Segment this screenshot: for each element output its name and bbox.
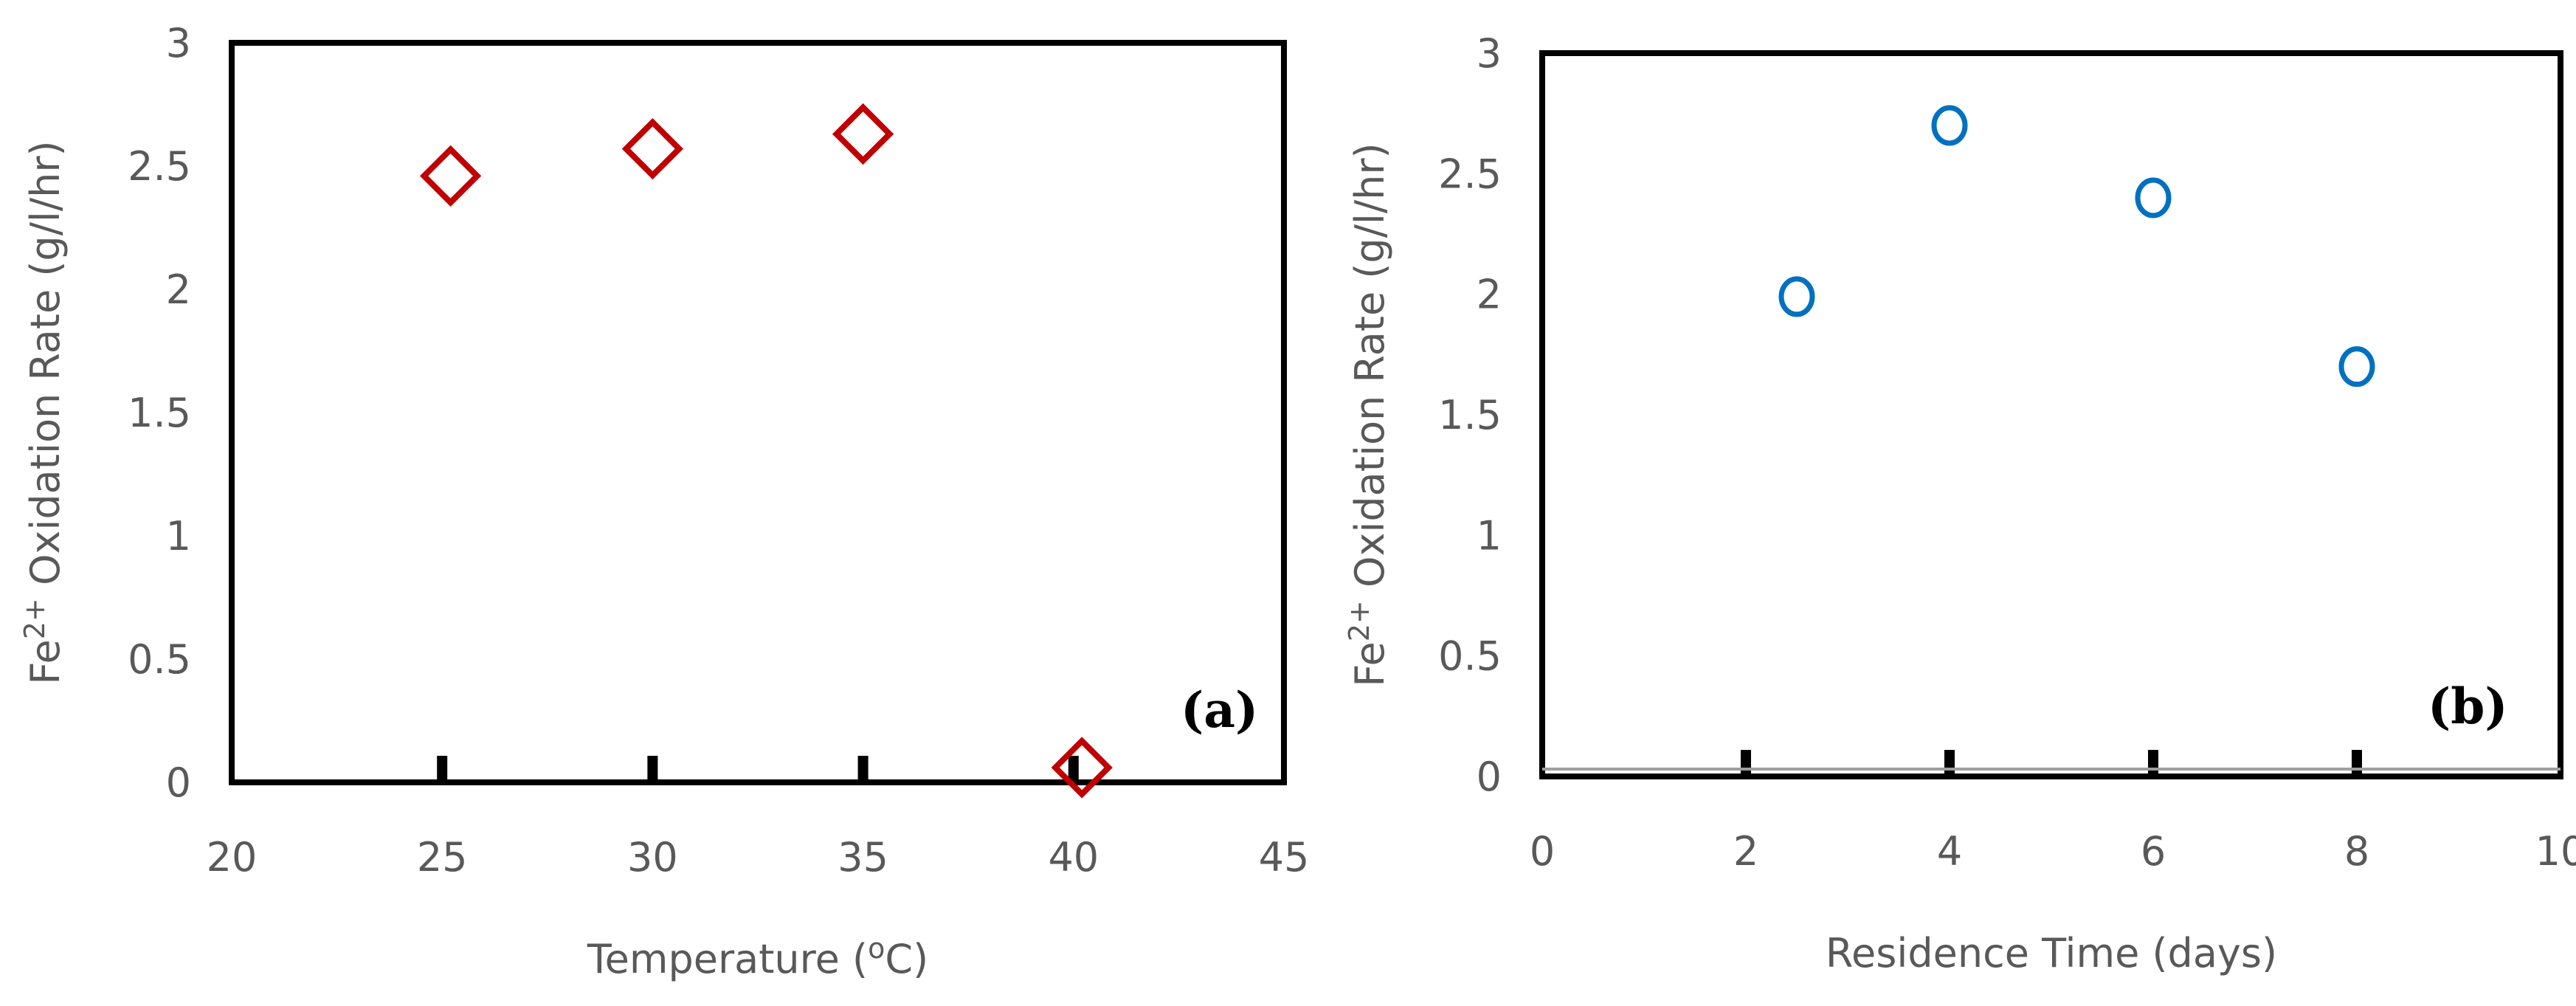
- plot-frame-b: [1539, 50, 2563, 779]
- data-point-diamond: [621, 117, 684, 180]
- x-axis-title: Temperature (oC): [587, 932, 928, 982]
- data-point-circle: [2135, 177, 2172, 218]
- y-axis-title-end: Oxidation Rate (g/l/hr): [22, 140, 69, 598]
- x-tick-label: 20: [207, 834, 258, 881]
- data-point-diamond: [1051, 737, 1113, 799]
- data-point-circle: [1931, 105, 1968, 146]
- y-tick-label: 2: [166, 266, 191, 313]
- x-tick-label: 10: [2535, 828, 2576, 875]
- x-axis-title: Residence Time (days): [1826, 930, 2277, 976]
- x-tick-label: 2: [1733, 828, 1758, 875]
- y-tick-label: 0.5: [128, 636, 191, 683]
- y-tick-label: 1: [166, 513, 191, 559]
- x-axis-title-main: Residence Time (days): [1826, 930, 2277, 976]
- plot-frame-a: [229, 40, 1287, 785]
- x-tick-label: 8: [2344, 828, 2369, 875]
- y-tick-label: 0: [1477, 754, 1502, 800]
- y-tick-label: 0: [166, 759, 191, 806]
- y-axis-title: Fe2+ Oxidation Rate (g/l/hr): [1343, 142, 1393, 686]
- y-tick-label: 2.5: [128, 143, 191, 190]
- x-tick-mark: [2352, 750, 2362, 776]
- y-tick-label: 1.5: [1438, 392, 1502, 438]
- y-tick-label: 1: [1477, 512, 1502, 559]
- data-point-diamond: [832, 103, 894, 165]
- x-tick-label: 0: [1530, 828, 1555, 875]
- y-axis-title-sup: 2+: [1343, 600, 1375, 641]
- x-tick-mark: [2148, 750, 2158, 776]
- x-tick-mark: [1068, 756, 1079, 782]
- y-axis-title-sup: 2+: [18, 598, 51, 639]
- x-tick-mark: [647, 756, 658, 782]
- x-tick-label: 40: [1048, 834, 1099, 881]
- panel-label-b: (b): [2428, 678, 2508, 735]
- x-axis-title-end: C): [885, 936, 928, 982]
- x-tick-mark: [1741, 750, 1751, 776]
- x-axis-title-sup: o: [868, 932, 885, 965]
- y-axis-title-end: Oxidation Rate (g/l/hr): [1347, 142, 1393, 600]
- x-tick-mark: [1944, 750, 1955, 776]
- y-tick-label: 3: [166, 20, 191, 66]
- y-tick-label: 1.5: [128, 390, 191, 436]
- chart-panel-a: 0 0.5 1 1.5 2 2.5 3 20 25 30 35 40 45 (a) Temperature …: [18, 20, 1309, 982]
- x-tick-label: 4: [1937, 828, 1962, 875]
- y-axis-title-main: Fe: [1347, 641, 1393, 686]
- x-tick-label: 25: [417, 834, 468, 881]
- x-tick-label: 6: [2141, 828, 2166, 875]
- data-point-circle: [1778, 276, 1815, 317]
- chart-panel-b: 0 0.5 1 1.5 2 2.5 3 0 2 4 6 8 10 (b) Residence Time (d…: [1343, 30, 2576, 976]
- x-tick-label: 30: [627, 834, 678, 881]
- data-point-diamond: [419, 145, 482, 207]
- x-tick-label: 35: [838, 834, 888, 881]
- y-tick-label: 3: [1477, 30, 1502, 77]
- y-axis-title: Fe2+ Oxidation Rate (g/l/hr): [18, 140, 69, 684]
- y-axis-title-main: Fe: [22, 639, 69, 684]
- y-tick-label: 0.5: [1438, 633, 1502, 680]
- x-tick-mark: [857, 756, 869, 782]
- y-tick-label: 2: [1477, 272, 1502, 318]
- y-tick-label: 2.5: [1438, 151, 1502, 197]
- panel-label-a: (a): [1181, 681, 1258, 739]
- x-tick-mark: [437, 756, 448, 782]
- x-tick-label: 45: [1259, 834, 1310, 881]
- data-point-circle: [2338, 346, 2375, 387]
- x-axis-title-main: Temperature (: [587, 936, 868, 982]
